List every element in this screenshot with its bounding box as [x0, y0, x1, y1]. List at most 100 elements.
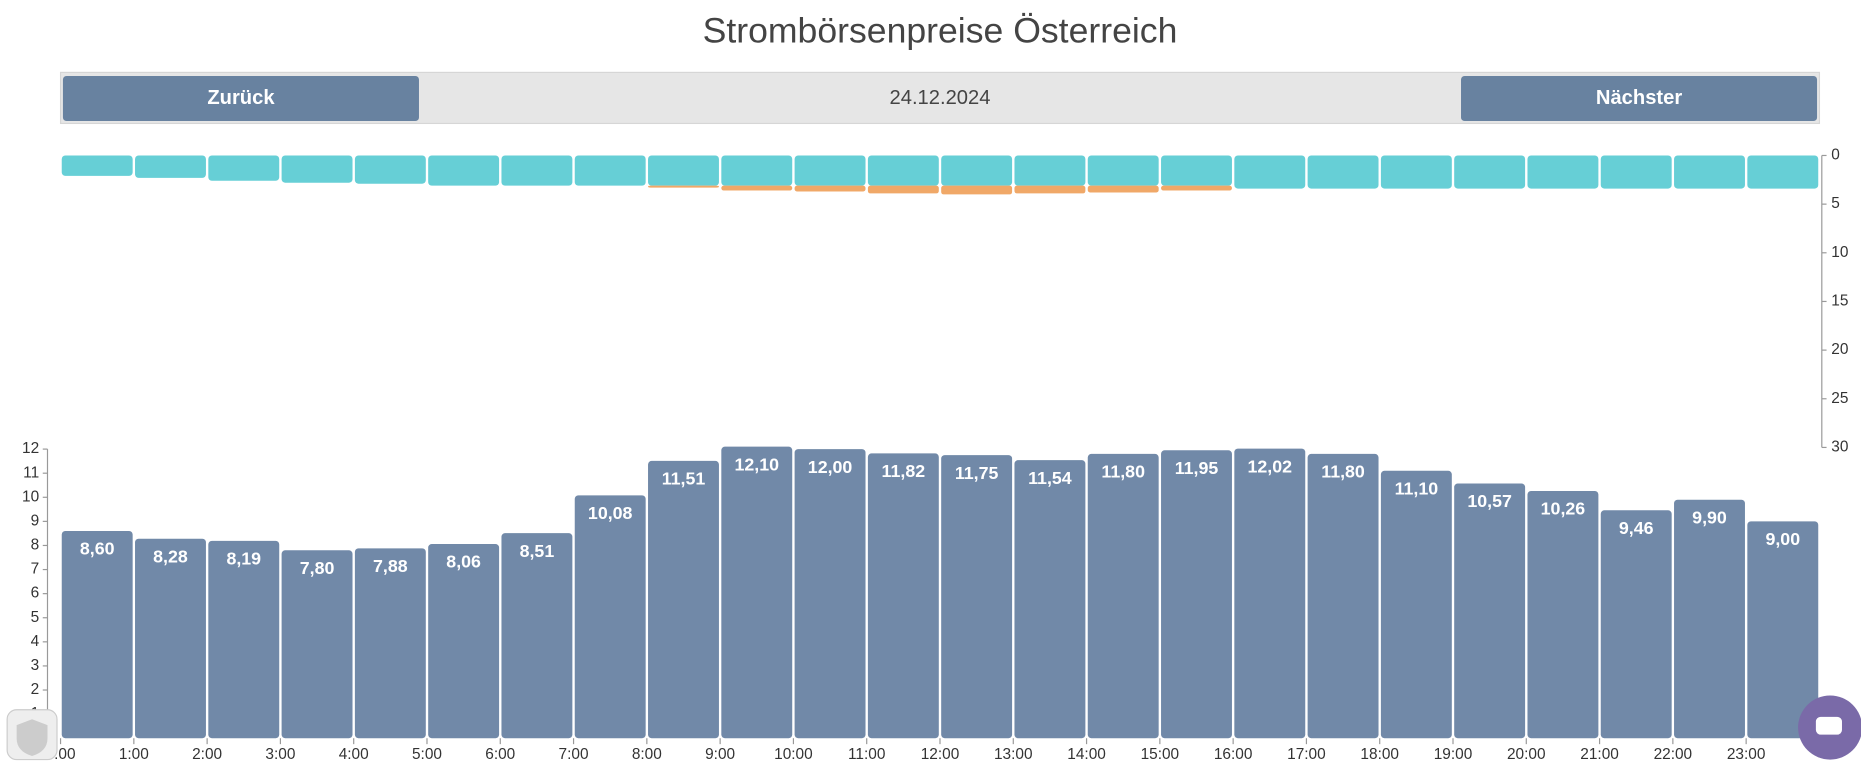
x-tick-label: 18:00 — [1360, 746, 1399, 763]
stack-segment — [1014, 155, 1086, 186]
y2-tick-label: 25 — [1831, 390, 1848, 407]
stack-segment — [867, 155, 939, 186]
stack-segment — [208, 155, 280, 181]
y2-tick-label: 15 — [1831, 293, 1848, 310]
bar — [354, 548, 426, 739]
bar — [61, 531, 133, 739]
bar-label: 8,51 — [520, 541, 555, 561]
x-tick-label: 19:00 — [1434, 746, 1473, 763]
stack-segment — [941, 185, 1013, 195]
shield — [16, 719, 48, 757]
bar-label: 11,51 — [662, 469, 706, 489]
y-tick-label: 7 — [31, 561, 40, 578]
stack-segment — [281, 155, 353, 183]
x-tick-label: 3:00 — [265, 746, 295, 763]
stack-segment — [648, 185, 719, 188]
bar-label: 10,08 — [588, 503, 633, 523]
bar — [1527, 491, 1599, 739]
stack-segment — [501, 155, 573, 186]
stack-segment — [1307, 155, 1379, 189]
stack-segment — [1161, 185, 1232, 191]
y-tick-label: 12 — [22, 440, 39, 457]
stack-segment — [867, 185, 939, 194]
y-tick-label: 3 — [31, 657, 40, 674]
y-tick-label: 2 — [31, 681, 40, 698]
y2-tick-label: 0 — [1831, 147, 1840, 164]
bar — [648, 460, 719, 739]
x-tick-label: 14:00 — [1067, 746, 1106, 763]
bar-label: 11,75 — [955, 463, 999, 483]
marks: 1234567891011128,600:008,281:008,192:007… — [22, 147, 1848, 763]
bar-label: 11,80 — [1321, 462, 1365, 482]
bar — [208, 540, 280, 739]
stack-segment — [941, 155, 1013, 186]
y-tick-label: 9 — [31, 512, 40, 529]
stack-segment — [1600, 155, 1672, 189]
stack-segment — [721, 185, 793, 191]
bar-label: 12,00 — [808, 457, 853, 477]
prev-label[interactable]: Zurück — [207, 87, 275, 109]
prev-button[interactable] — [62, 75, 419, 122]
x-tick-label: 12:00 — [921, 746, 960, 763]
stack-segment — [794, 185, 866, 192]
stack-segment — [648, 155, 719, 186]
stack-segment — [1454, 155, 1526, 189]
y-tick-label: 11 — [23, 464, 39, 481]
y-tick-label: 6 — [31, 585, 40, 602]
stack-segment — [354, 155, 426, 184]
x-tick-label: 8:00 — [632, 746, 662, 763]
bar-label: 8,06 — [446, 552, 481, 572]
x-tick-label: 20:00 — [1507, 746, 1546, 763]
date-label: 24.12.2024 — [890, 87, 991, 109]
bar-label: 9,90 — [1692, 507, 1727, 527]
stack-segment — [1087, 185, 1159, 193]
y-tick-label: 8 — [31, 537, 40, 554]
stack-segment — [794, 155, 866, 186]
bar — [1161, 450, 1232, 739]
x-tick-label: 5:00 — [412, 746, 442, 763]
chat-icon — [1815, 716, 1842, 735]
bar-label: 10,26 — [1541, 499, 1586, 519]
x-tick-label: 2:00 — [192, 746, 222, 763]
stack-segment — [428, 155, 500, 186]
y-tick-label: 10 — [22, 488, 39, 505]
bar — [1307, 453, 1379, 739]
stack-segment — [1234, 155, 1306, 189]
bar — [1674, 499, 1745, 739]
next-button[interactable] — [1461, 75, 1818, 122]
bar — [428, 544, 500, 739]
bar — [574, 495, 646, 739]
stack-segment — [1380, 155, 1452, 189]
bar-label: 9,46 — [1619, 518, 1654, 538]
bar — [794, 449, 866, 739]
stack-segment — [721, 155, 793, 186]
y2-tick-label: 30 — [1831, 439, 1848, 456]
y-tick-label: 5 — [31, 609, 40, 626]
x-tick-label: 23:00 — [1727, 746, 1766, 763]
bar — [1234, 448, 1306, 739]
bar-label: 8,19 — [226, 549, 261, 569]
bar-label: 11,10 — [1395, 478, 1439, 498]
x-tick-label: 11:00 — [848, 746, 885, 763]
stack-segment — [1014, 185, 1086, 194]
stack-segment — [574, 155, 646, 186]
x-tick-label: 10:00 — [774, 746, 813, 763]
next-label[interactable]: Nächster — [1596, 87, 1682, 109]
bar — [501, 533, 573, 739]
stack-segment — [1161, 155, 1232, 186]
page-title: Strombörsenpreise Österreich — [703, 11, 1178, 51]
bar — [1014, 460, 1086, 739]
bar — [721, 446, 793, 739]
bar-label: 11,80 — [1101, 462, 1145, 482]
x-tick-label: 9:00 — [705, 746, 735, 763]
stack-segment — [1674, 155, 1745, 189]
bar — [135, 538, 206, 739]
stack-segment — [1087, 155, 1159, 186]
x-tick-label: 17:00 — [1287, 746, 1326, 763]
x-tick-label: 4:00 — [339, 746, 369, 763]
y-tick-label: 4 — [31, 633, 40, 650]
y2-tick-label: 10 — [1831, 244, 1848, 261]
x-tick-label: 1:00 — [119, 746, 149, 763]
bar-label: 11,95 — [1175, 458, 1219, 478]
